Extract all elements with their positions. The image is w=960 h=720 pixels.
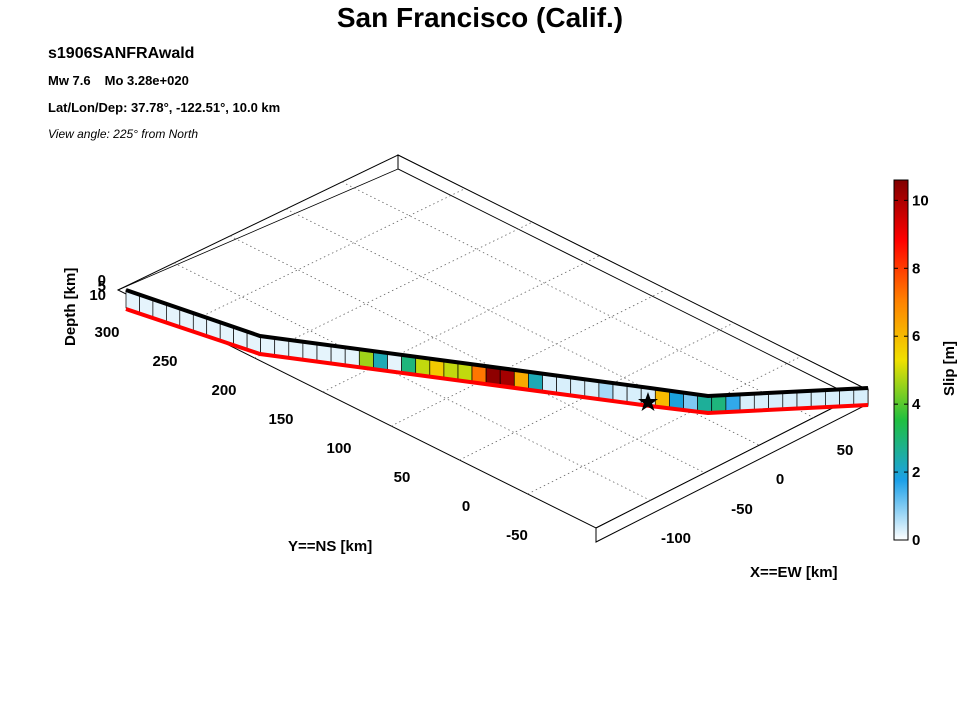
grid-line-ew: [390, 288, 667, 427]
colorbar-tick-label: 8: [912, 260, 920, 277]
colorbar: 0 2 4 6 8 10 Slip [m]: [893, 179, 958, 549]
plot-box: [116, 154, 870, 543]
grid-line-ns: [229, 235, 705, 474]
y-tick-label: 300: [94, 324, 119, 341]
z-tick-label: 5: [98, 278, 106, 295]
colorbar-tick-label: 0: [912, 532, 920, 549]
y-tick-label: 150: [268, 411, 293, 428]
seismic-moment: Mo 3.28e+020: [104, 73, 189, 88]
event-id: s1906SANFRAwald: [48, 45, 195, 62]
magnitude-moment: Mw 7.6 Mo 3.28e+020: [48, 73, 189, 88]
view-angle: View angle: 225° from North: [48, 127, 198, 141]
x-tick-label: -50: [731, 501, 753, 518]
back-top-edge: [117, 168, 399, 291]
x-tick-label: 0: [776, 471, 784, 488]
x-axis-label: X==EW [km]: [750, 564, 838, 581]
colorbar-tick-label: 6: [912, 328, 920, 345]
location-line: Lat/Lon/Dep: 37.78°, -122.51°, 10.0 km: [48, 100, 281, 115]
y-tick-label: 100: [326, 440, 351, 457]
colorbar-tick-label: 10: [912, 192, 929, 209]
y-tick-label: 250: [152, 353, 177, 370]
hypocenter-star-icon: [638, 392, 658, 411]
colorbar-ramp: [893, 179, 909, 541]
magnitude: Mw 7.6: [48, 73, 91, 88]
grid-line-ew: [527, 356, 802, 495]
grid-line-ew: [254, 221, 533, 359]
z-tick-label: 0: [98, 272, 106, 289]
y-tick-label: 200: [211, 382, 236, 399]
x-tick-label: -100: [661, 530, 691, 547]
y-tick-label: -50: [506, 527, 528, 544]
fault-top-trace: [125, 288, 869, 399]
y-axis-label: Y==NS [km]: [288, 538, 372, 555]
x-tick-labels: -100 -50 0 50: [661, 442, 853, 547]
z-axis-label: Depth [km]: [62, 268, 79, 346]
y-tick-label: 50: [394, 469, 411, 486]
hypocenter: [638, 392, 658, 411]
y-tick-labels: -50 0 50 100 150 200 250 300: [94, 324, 527, 544]
colorbar-label: Slip [m]: [941, 341, 958, 396]
chart-title: San Francisco (Calif.): [336, 2, 624, 33]
x-tick-label: 50: [837, 442, 854, 459]
colorbar-tick-label: 2: [912, 464, 920, 481]
y-tick-label: 0: [462, 498, 470, 515]
colorbar-tick-label: 4: [912, 396, 921, 413]
grid-line-ew: [322, 255, 600, 393]
colorbar-ticks: 0 2 4 6 8 10: [894, 192, 929, 549]
axis-labels: X==EW [km] Y==NS [km] Depth [km]: [62, 268, 838, 581]
z-tick-label: 10: [89, 287, 106, 304]
grid-line-ns: [173, 262, 651, 501]
